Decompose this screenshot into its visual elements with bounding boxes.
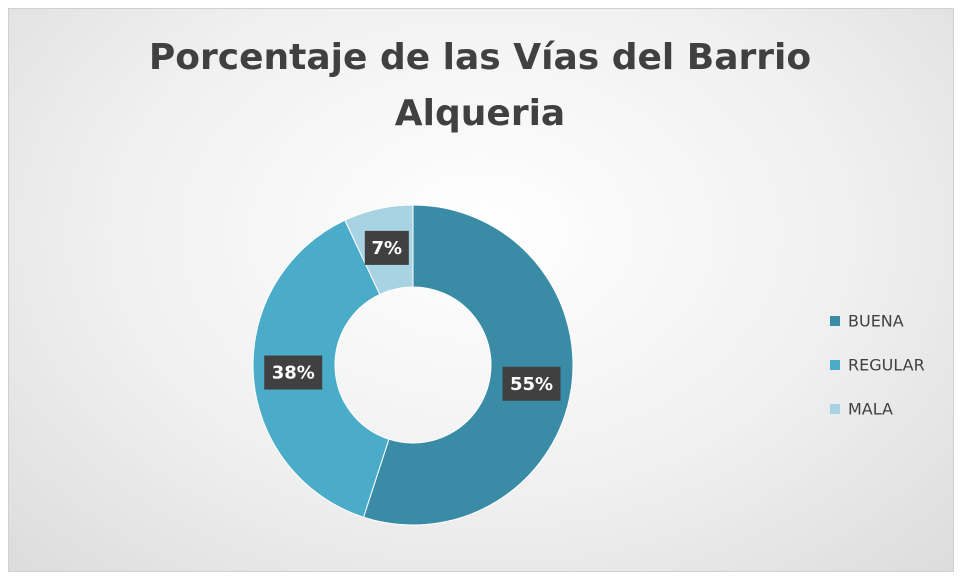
legend-label: BUENA <box>848 312 904 331</box>
data-label: 7% <box>372 238 403 259</box>
legend-swatch <box>830 404 840 414</box>
data-label-box <box>264 355 323 390</box>
data-label: 38% <box>272 363 315 384</box>
donut-slice <box>362 204 574 526</box>
legend-swatch <box>830 316 840 326</box>
legend-label: REGULAR <box>848 356 925 375</box>
legend-label: MALA <box>848 400 893 419</box>
chart-title: Porcentaje de las Vías del Barrio Alquer… <box>148 37 812 134</box>
data-label: 55% <box>510 374 553 395</box>
data-label-box <box>502 366 561 401</box>
data-label-box <box>364 230 409 265</box>
legend-swatch <box>830 360 840 370</box>
